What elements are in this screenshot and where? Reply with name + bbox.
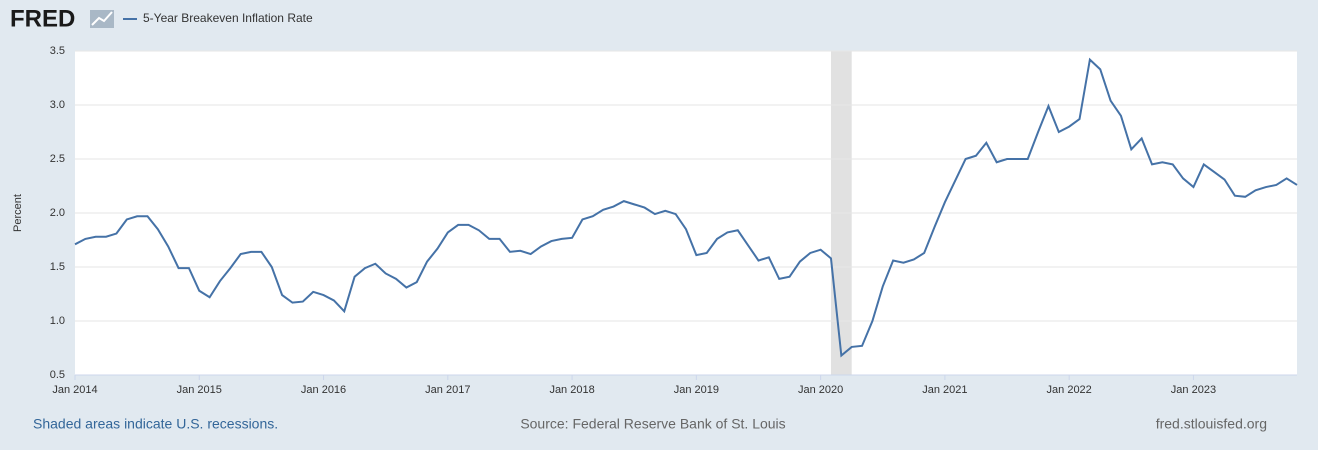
series-line xyxy=(74,57,1298,358)
y-tick-label: 2.5 xyxy=(50,153,65,165)
x-tick-label: Jan 2014 xyxy=(52,384,97,396)
recession-note[interactable]: Shaded areas indicate U.S. recessions. xyxy=(33,416,278,432)
source: Source: Federal Reserve Bank of St. Loui… xyxy=(520,416,785,432)
x-tick-label: Jan 2021 xyxy=(922,384,967,396)
x-tick-label: Jan 2016 xyxy=(301,384,346,396)
x-tick-label: Jan 2018 xyxy=(549,384,594,396)
site: fred.stlouisfed.org xyxy=(1156,416,1267,432)
logo-icon xyxy=(90,10,114,28)
y-axis-label: Percent xyxy=(12,194,24,232)
y-tick-label: 3.0 xyxy=(50,99,65,111)
x-tick-label: Jan 2020 xyxy=(798,384,843,396)
logo: FRED xyxy=(10,5,75,32)
x-tick-label: Jan 2022 xyxy=(1047,384,1092,396)
y-tick-label: 2.0 xyxy=(50,207,65,219)
y-tick-label: 3.5 xyxy=(50,45,65,57)
legend-label: 5-Year Breakeven Inflation Rate xyxy=(143,11,313,25)
x-tick-label: Jan 2017 xyxy=(425,384,470,396)
y-tick-label: 1.0 xyxy=(50,315,65,327)
x-tick-label: Jan 2015 xyxy=(177,384,222,396)
y-tick-label: 1.5 xyxy=(50,261,65,273)
x-tick-label: Jan 2019 xyxy=(674,384,719,396)
x-tick-label: Jan 2023 xyxy=(1171,384,1216,396)
y-tick-label: 0.5 xyxy=(50,369,65,381)
